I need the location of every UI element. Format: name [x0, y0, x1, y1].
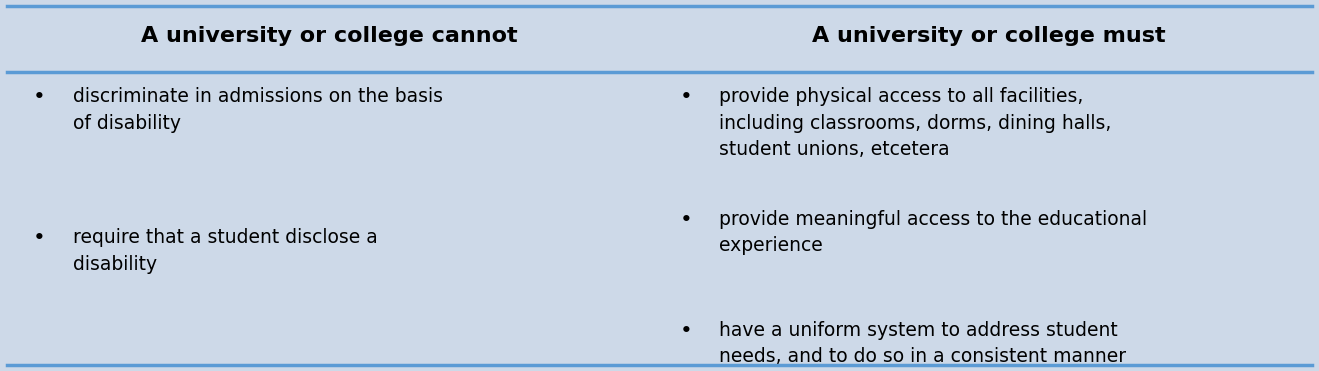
Text: •: •: [33, 228, 46, 248]
Text: •: •: [679, 321, 692, 341]
Text: A university or college must: A university or college must: [813, 26, 1166, 46]
Text: •: •: [679, 87, 692, 107]
Text: •: •: [679, 210, 692, 230]
Text: provide meaningful access to the educational
experience: provide meaningful access to the educati…: [719, 210, 1148, 255]
Text: discriminate in admissions on the basis
of disability: discriminate in admissions on the basis …: [73, 87, 443, 133]
Text: A university or college cannot: A university or college cannot: [141, 26, 518, 46]
Text: provide physical access to all facilities,
including classrooms, dorms, dining h: provide physical access to all facilitie…: [719, 87, 1111, 159]
Text: have a uniform system to address student
needs, and to do so in a consistent man: have a uniform system to address student…: [719, 321, 1126, 367]
Text: require that a student disclose a
disability: require that a student disclose a disabi…: [73, 228, 377, 274]
Text: •: •: [33, 87, 46, 107]
